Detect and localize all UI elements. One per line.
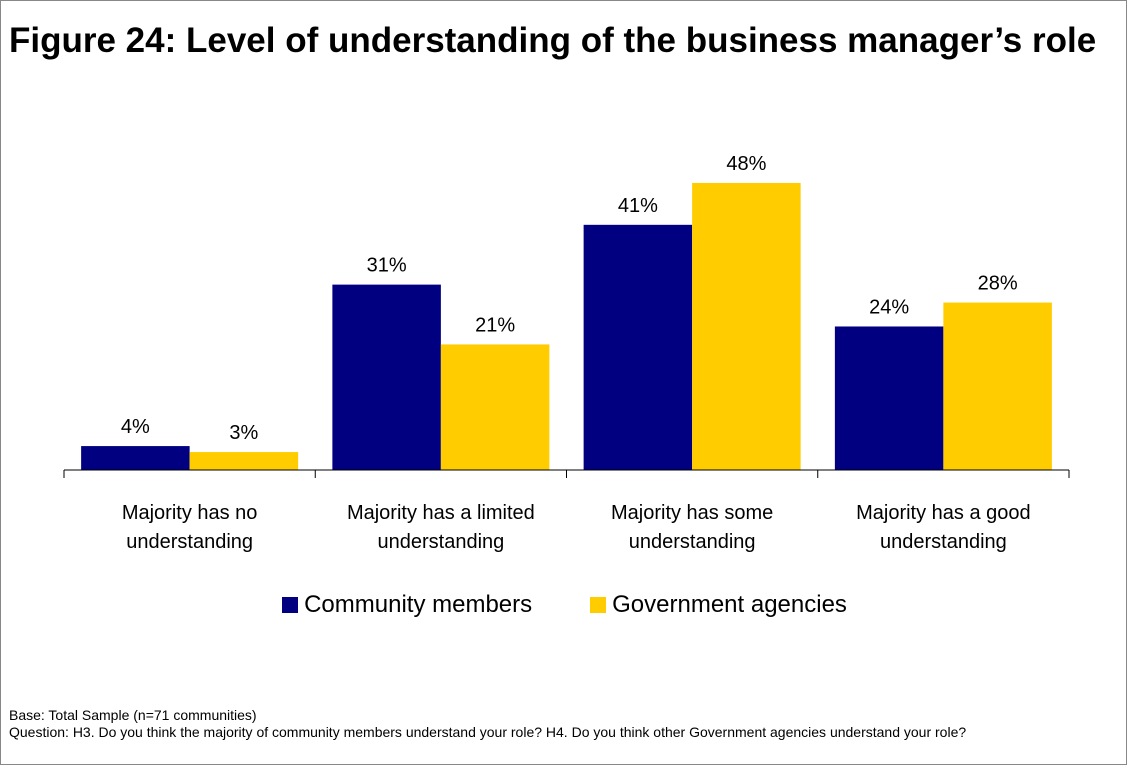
legend-label-government-agencies: Government agencies — [612, 591, 847, 618]
legend-swatch-community-members — [282, 597, 299, 613]
bar-government-agencies-2 — [440, 344, 550, 470]
bar-community-members-3 — [583, 224, 693, 470]
legend-item-government-agencies: Government agencies — [590, 591, 847, 619]
x-tick-label-3: Majority has some understanding — [611, 502, 773, 553]
x-tick-label-1: Majority has no understanding — [122, 502, 258, 553]
legend-swatch-government-agencies — [590, 597, 607, 613]
bar-government-agencies-3 — [692, 182, 801, 470]
data-label-government-agencies-3: 48% — [726, 153, 766, 175]
data-label-community-members-3: 41% — [618, 195, 658, 217]
data-label-government-agencies-2: 21% — [475, 314, 515, 336]
footnote-base: Base: Total Sample (n=71 communities) — [9, 707, 257, 723]
data-label-community-members-2: 31% — [367, 255, 407, 277]
bar-government-agencies-4 — [943, 302, 1052, 470]
bar-community-members-4 — [834, 326, 944, 470]
chart-footnote: Base: Total Sample (n=71 communities) Qu… — [9, 707, 1119, 741]
bar-government-agencies-1 — [189, 452, 299, 470]
bar-community-members-2 — [332, 284, 441, 470]
x-tick-label-4: Majority has a good understanding — [856, 502, 1031, 553]
footnote-question: Question: H3. Do you think the majority … — [9, 724, 967, 740]
legend-label-community-members: Community members — [304, 591, 533, 618]
data-label-government-agencies-4: 28% — [978, 273, 1018, 295]
x-tick-label-2: Majority has a limited understanding — [347, 502, 535, 553]
data-label-community-members-4: 24% — [869, 296, 909, 318]
chart-title: Figure 24: Level of understanding of the… — [9, 21, 1097, 60]
legend-item-community-members: Community members — [282, 591, 532, 619]
data-label-government-agencies-1: 3% — [229, 422, 258, 444]
bar-community-members-1 — [81, 446, 190, 470]
data-label-community-members-1: 4% — [121, 416, 150, 438]
chart-legend: Community members Government agencies — [1, 591, 1127, 619]
